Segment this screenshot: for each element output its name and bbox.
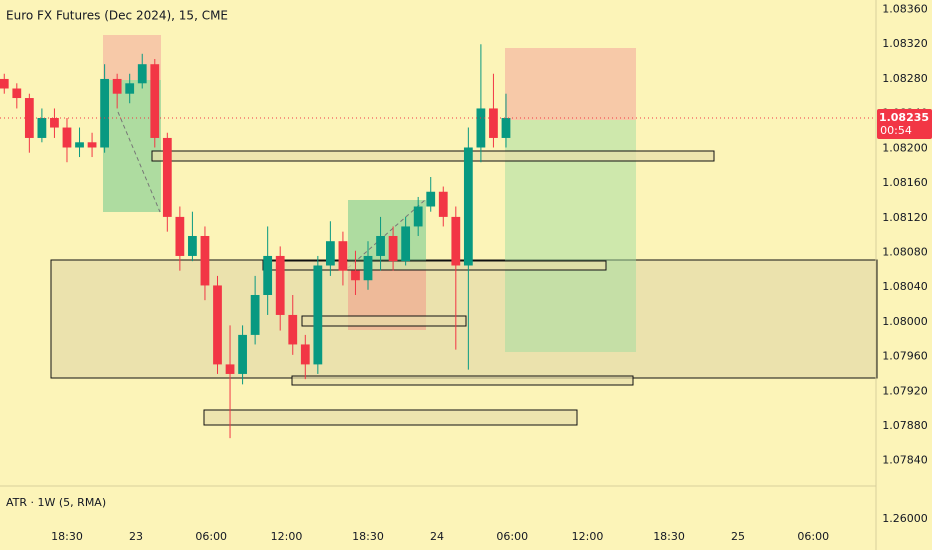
dashed-line [347, 199, 426, 269]
x-tick-label: 18:30 [51, 530, 83, 543]
candle-body [300, 344, 310, 365]
candle-body [100, 78, 109, 148]
candle-body [24, 98, 34, 138]
candle-body [238, 334, 247, 374]
x-tick-label: 18:30 [352, 530, 384, 543]
candle-body [501, 117, 511, 138]
y-tick-label: 1.08160 [882, 176, 928, 189]
candle-body [325, 241, 335, 266]
candle-body [376, 235, 385, 256]
y-tick-label: 1.08040 [882, 280, 928, 293]
candle-body [288, 314, 298, 345]
last-price-label: 1.08235 [879, 111, 929, 124]
indicator-label: ATR · 1W (5, RMA) [6, 496, 106, 509]
x-tick-label: 24 [430, 530, 444, 543]
y-tick-label: 1.08320 [882, 37, 928, 50]
candle-body [188, 235, 197, 256]
candle-body [313, 265, 323, 365]
candle-body [363, 255, 373, 281]
x-tick-label: 06:00 [496, 530, 528, 543]
candle-body [62, 127, 72, 148]
x-tick-label: 12:00 [271, 530, 303, 543]
candle-body [250, 294, 260, 335]
candle-body [351, 270, 360, 281]
candle-body [451, 216, 461, 266]
x-tick-label: 18:30 [653, 530, 685, 543]
countdown: 00:54 [880, 124, 912, 137]
level-box [203, 409, 578, 426]
candle-body [75, 142, 84, 148]
reward-box [348, 200, 426, 270]
candle-body [12, 88, 22, 99]
candle-body [463, 147, 473, 266]
level-box [301, 315, 467, 327]
chart-title: Euro FX Futures (Dec 2024), 15, CME [6, 9, 228, 23]
candle-body [0, 78, 9, 89]
candle-body [112, 78, 122, 94]
level-box [151, 150, 715, 162]
candle-body [413, 206, 423, 227]
y-tick-label: 1.08120 [882, 211, 928, 224]
candle-body [37, 117, 47, 138]
candle-body [476, 108, 486, 148]
candle-body [426, 191, 436, 207]
x-tick-label: 12:00 [572, 530, 604, 543]
y-tick-label: 1.07880 [882, 419, 928, 432]
level-box [291, 375, 634, 386]
candle-body [275, 255, 285, 315]
candle-body [213, 285, 222, 365]
candle-body [225, 364, 235, 374]
candle-body [438, 191, 448, 217]
level-box [262, 260, 607, 271]
x-tick-label: 06:00 [195, 530, 227, 543]
y-tick-label: 1.07840 [882, 454, 928, 467]
y-tick-label: 1.07960 [882, 350, 928, 363]
candle-body [50, 117, 59, 128]
y-tick-label: 1.08360 [882, 3, 928, 16]
candle-body [338, 241, 348, 271]
y-tick-label: 1.08000 [882, 315, 928, 328]
last-price-box [877, 108, 932, 139]
x-tick-label: 06:00 [797, 530, 829, 543]
candle-body [162, 137, 172, 217]
x-tick-label: 23 [129, 530, 143, 543]
y-tick-label: 1.08280 [882, 72, 928, 85]
candle-body [200, 235, 210, 286]
y-tick-label: 1.08200 [882, 141, 928, 154]
candle-body [489, 108, 498, 138]
risk-box [505, 48, 636, 120]
candle-body [137, 64, 147, 84]
candle-body [175, 216, 185, 256]
candle-body [401, 226, 411, 262]
y-tick-label: 1.08080 [882, 245, 928, 258]
candle-body [125, 83, 135, 94]
candle-body [263, 255, 273, 295]
candle-body [87, 142, 97, 148]
x-tick-label: 25 [731, 530, 745, 543]
candle-body [388, 235, 398, 262]
indicator-axis-label: 1.26000 [882, 512, 928, 525]
candle-body [150, 64, 160, 138]
y-tick-label: 1.07920 [882, 384, 928, 397]
